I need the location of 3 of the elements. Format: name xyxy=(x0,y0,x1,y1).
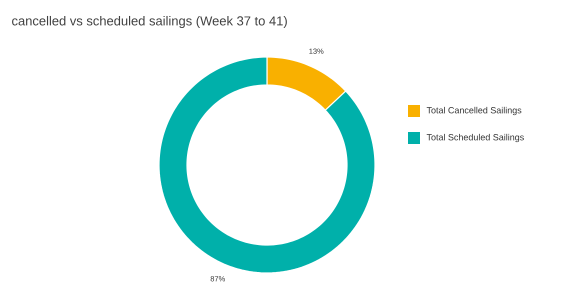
legend-label: Total Scheduled Sailings xyxy=(426,134,524,142)
legend-label: Total Cancelled Sailings xyxy=(426,106,522,116)
chart-title: cancelled vs scheduled sailings (Week 37 to 41) xyxy=(12,16,287,28)
